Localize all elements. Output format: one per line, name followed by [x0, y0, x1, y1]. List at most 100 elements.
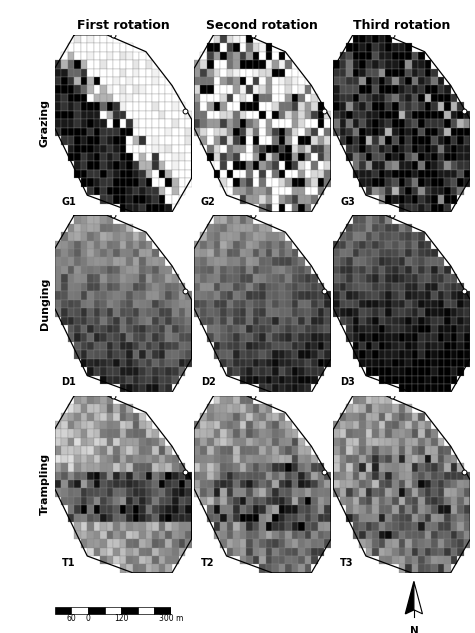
Bar — [133, 249, 139, 258]
Bar — [418, 241, 425, 249]
Bar — [239, 505, 246, 514]
Bar — [107, 60, 114, 68]
Bar — [146, 153, 152, 161]
Text: D2: D2 — [201, 377, 216, 387]
Bar — [360, 299, 366, 308]
Bar — [379, 60, 386, 68]
Bar — [81, 325, 87, 334]
Bar — [139, 77, 146, 85]
Bar — [239, 316, 246, 325]
Bar — [172, 94, 179, 103]
Bar — [353, 396, 360, 404]
Bar — [451, 530, 457, 539]
Bar — [246, 283, 253, 291]
Bar — [292, 429, 298, 438]
Bar — [386, 119, 392, 128]
Bar — [399, 342, 405, 350]
Bar — [451, 375, 457, 384]
Bar — [431, 258, 437, 266]
Bar — [139, 548, 146, 556]
Text: Trampling: Trampling — [40, 453, 50, 515]
Bar — [239, 232, 246, 241]
Bar — [431, 68, 437, 77]
Bar — [233, 480, 239, 489]
Bar — [227, 463, 233, 472]
Bar — [74, 85, 81, 94]
Bar — [379, 413, 386, 421]
Bar — [392, 454, 399, 463]
Bar — [87, 241, 94, 249]
Bar — [179, 367, 185, 375]
Bar — [172, 136, 179, 144]
Bar — [266, 334, 272, 342]
Bar — [405, 514, 411, 522]
Bar — [139, 204, 146, 212]
Bar — [366, 170, 372, 179]
Bar — [233, 52, 239, 60]
Bar — [81, 111, 87, 119]
Bar — [292, 103, 298, 111]
Bar — [233, 266, 239, 274]
Bar — [298, 325, 305, 334]
Bar — [425, 438, 431, 446]
Bar — [107, 274, 114, 283]
Bar — [133, 342, 139, 350]
Bar — [220, 161, 227, 170]
Bar — [457, 472, 464, 480]
Bar — [87, 316, 94, 325]
Bar — [179, 350, 185, 359]
Bar — [285, 68, 292, 77]
Bar — [120, 274, 126, 283]
Bar — [233, 359, 239, 367]
Bar — [172, 350, 179, 359]
Bar — [87, 60, 94, 68]
Bar — [457, 367, 464, 375]
Bar — [100, 60, 107, 68]
Bar — [272, 308, 279, 316]
Bar — [353, 325, 360, 334]
Bar — [437, 325, 444, 334]
Bar — [372, 136, 379, 144]
Bar — [233, 396, 239, 404]
Bar — [272, 367, 279, 375]
Bar — [126, 438, 133, 446]
Bar — [94, 35, 100, 43]
Bar — [165, 274, 172, 283]
Bar — [305, 85, 311, 94]
Bar — [292, 266, 298, 274]
Bar — [220, 342, 227, 350]
Bar — [353, 438, 360, 446]
Bar — [333, 463, 340, 472]
Bar — [353, 404, 360, 413]
Bar — [214, 472, 220, 480]
Bar — [220, 421, 227, 429]
Bar — [372, 413, 379, 421]
Bar — [146, 136, 152, 144]
Bar — [94, 85, 100, 94]
Bar — [246, 489, 253, 497]
Bar — [399, 539, 405, 548]
Bar — [340, 241, 346, 249]
Bar — [379, 472, 386, 480]
Bar — [81, 446, 87, 454]
Bar — [346, 274, 353, 283]
Bar — [253, 111, 259, 119]
Bar — [87, 359, 94, 367]
Bar — [292, 522, 298, 530]
Bar — [67, 438, 74, 446]
Bar — [227, 505, 233, 514]
Bar — [451, 136, 457, 144]
Bar — [61, 291, 67, 299]
Bar — [392, 136, 399, 144]
Bar — [114, 119, 120, 128]
Bar — [159, 195, 165, 204]
Bar — [165, 454, 172, 463]
Bar — [67, 404, 74, 413]
Bar — [81, 161, 87, 170]
Bar — [311, 299, 318, 308]
Bar — [233, 325, 239, 334]
Bar — [305, 94, 311, 103]
Bar — [159, 291, 165, 299]
Bar — [126, 480, 133, 489]
Bar — [411, 249, 418, 258]
